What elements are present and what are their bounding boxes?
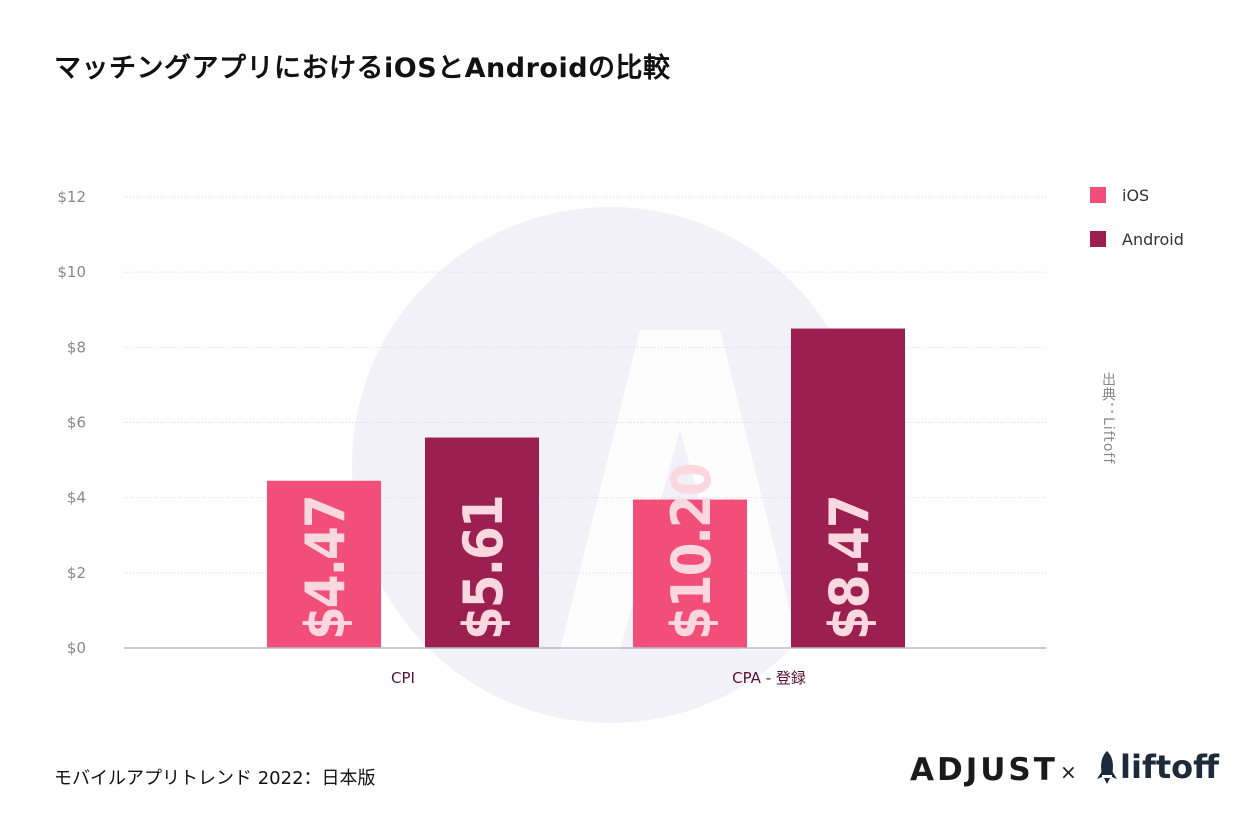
x-category-label: CPI: [391, 669, 415, 687]
y-tick-label: $8: [67, 338, 86, 356]
bar-android-0: [425, 437, 539, 648]
y-tick-label: $2: [67, 564, 86, 582]
liftoff-wordmark: liftoff: [1120, 748, 1220, 786]
legend-label-ios: iOS: [1122, 185, 1150, 205]
y-tick-label: $4: [67, 489, 86, 507]
adjust-logo: ADJUST: [910, 752, 1058, 788]
y-tick-label: $12: [57, 188, 86, 206]
x-category-label: CPA - 登録: [732, 669, 806, 687]
legend: iOS Android: [1090, 184, 1184, 272]
bars: $4.47 $5.61 $10.20 $8.47: [267, 328, 905, 648]
y-axis-ticks: $0 $2 $4 $6 $8 $10 $12: [57, 188, 86, 657]
bar-value-label-ios-1: $10.20: [660, 464, 723, 640]
bar-value-label-android-0: $5.61: [452, 496, 515, 640]
bar-value-label-android-1: $8.47: [818, 496, 881, 640]
bar-android-1: [791, 328, 905, 648]
footer-report-title: モバイルアプリトレンド 2022：日本版: [54, 768, 376, 789]
legend-swatch-android: [1090, 231, 1106, 247]
bar-ios-1: [633, 499, 747, 648]
legend-label-android: Android: [1122, 229, 1184, 249]
x-axis-labels: CPI CPA - 登録: [391, 669, 806, 687]
y-tick-label: $6: [67, 414, 86, 432]
liftoff-logo: liftoff: [1096, 748, 1219, 786]
legend-item-ios: iOS: [1090, 184, 1184, 206]
brand-separator: ×: [1060, 760, 1077, 784]
bar-value-label-ios-0: $4.47: [294, 496, 357, 640]
legend-swatch-ios: [1090, 187, 1106, 203]
bar-ios-0: [267, 480, 381, 648]
legend-item-android: Android: [1090, 228, 1184, 250]
chart-title: マッチングアプリにおけるiOSとAndroidの比較: [54, 53, 671, 84]
y-tick-label: $10: [57, 263, 86, 281]
source-note: 出典：Liftoff: [1100, 372, 1116, 465]
rocket-icon: [1097, 751, 1117, 784]
y-tick-label: $0: [67, 639, 86, 657]
